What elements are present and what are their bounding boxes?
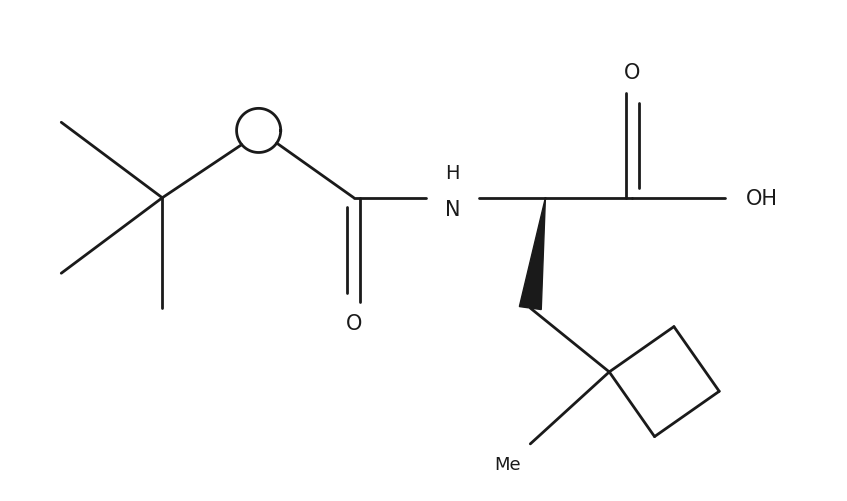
Text: H: H (446, 163, 460, 182)
Polygon shape (519, 198, 545, 310)
Text: N: N (445, 200, 460, 220)
Text: O: O (624, 63, 640, 83)
Text: O: O (346, 314, 362, 334)
Text: Me: Me (495, 455, 521, 473)
Text: OH: OH (746, 188, 778, 208)
